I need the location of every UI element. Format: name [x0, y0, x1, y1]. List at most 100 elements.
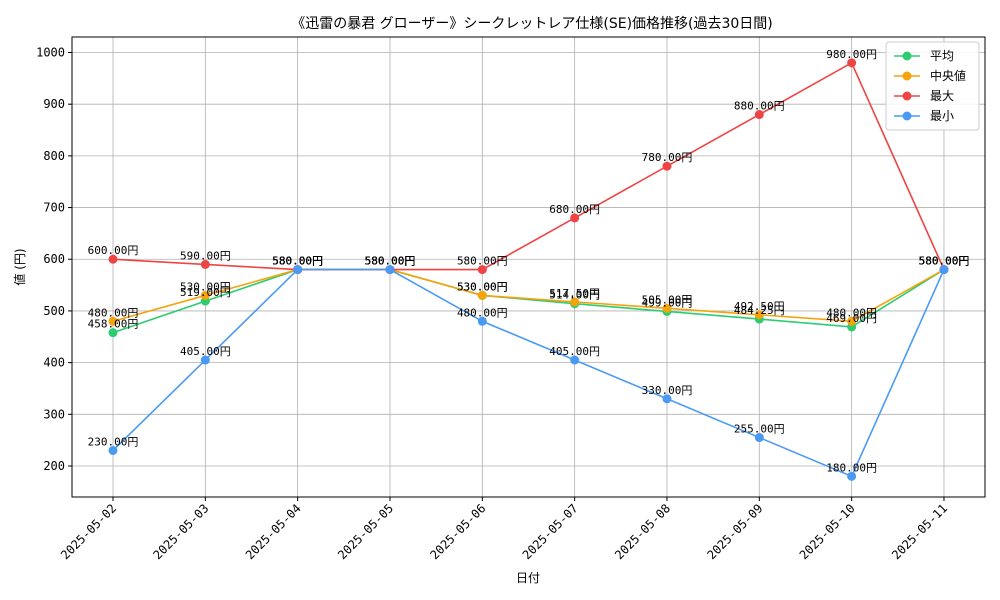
y-tick-label: 600	[43, 252, 65, 266]
data-point	[662, 303, 672, 313]
data-label: 530.00円	[457, 280, 508, 293]
y-tick-label: 800	[43, 149, 65, 163]
y-axis-title: 値 (円)	[12, 248, 27, 285]
data-label: 580.00円	[919, 255, 970, 268]
legend-label: 最大	[930, 89, 954, 103]
chart-title: 《迅雷の暴君 グローザー》シークレットレア仕様(SE)価格推移(過去30日間)	[291, 16, 773, 32]
data-point	[847, 471, 857, 481]
x-tick-label: 2025-05-02	[58, 501, 119, 562]
x-tick-label: 2025-05-10	[797, 501, 858, 562]
data-label: 530.00円	[180, 280, 231, 293]
x-tick-label: 2025-05-04	[243, 501, 304, 562]
y-tick-label: 700	[43, 201, 65, 215]
y-tick-label: 1000	[36, 46, 65, 60]
data-label: 590.00円	[180, 249, 231, 262]
legend-marker	[902, 71, 912, 81]
data-label: 330.00円	[642, 384, 693, 397]
data-label: 580.00円	[919, 255, 970, 268]
y-tick-label: 300	[43, 407, 65, 421]
data-label: 580.00円	[365, 255, 416, 268]
data-label: 580.00円	[919, 255, 970, 268]
data-label: 980.00円	[826, 48, 877, 61]
data-point	[847, 316, 857, 326]
data-point	[570, 213, 580, 223]
data-point	[754, 110, 764, 120]
legend-marker	[902, 51, 912, 61]
data-label: 880.00円	[734, 100, 785, 113]
y-tick-label: 200	[43, 459, 65, 473]
data-label: 600.00円	[88, 244, 139, 257]
data-label: 514.00円	[549, 289, 600, 302]
data-label: 405.00円	[180, 345, 231, 358]
data-point	[108, 328, 118, 338]
y-tick-label: 900	[43, 97, 65, 111]
data-label: 780.00円	[642, 151, 693, 164]
data-label: 580.00円	[365, 255, 416, 268]
data-labels: 458.00円 519.00円 580.00円 580.00円 530.00円 514.0…	[88, 48, 970, 474]
data-label: 517.50円	[549, 287, 600, 300]
x-tick-label: 2025-05-09	[704, 501, 765, 562]
data-point	[385, 265, 395, 275]
x-tick-label: 2025-05-07	[520, 501, 581, 562]
data-label: 480.00円	[826, 306, 877, 319]
data-label: 580.00円	[365, 255, 416, 268]
x-tick-label: 2025-05-11	[889, 501, 950, 562]
x-tick-label: 2025-05-06	[427, 501, 488, 562]
x-tick-label: 2025-05-08	[612, 501, 673, 562]
data-label: 480.00円	[88, 306, 139, 319]
data-point	[662, 394, 672, 404]
series-line	[112, 61, 945, 271]
data-label: 480.00円	[457, 306, 508, 319]
series-line	[112, 268, 945, 478]
data-point	[108, 254, 118, 264]
x-axis-title: 日付	[516, 571, 540, 585]
data-label: 469.00円	[826, 312, 877, 325]
x-tick-label: 2025-05-05	[335, 501, 396, 562]
plot-frame	[71, 36, 986, 498]
legend-label: 最小	[930, 109, 954, 123]
data-label: 580.00円	[919, 255, 970, 268]
y-tick-label: 500	[43, 304, 65, 318]
legend-label: 中央値	[930, 68, 966, 83]
data-label: 680.00円	[549, 203, 600, 216]
data-label: 580.00円	[365, 255, 416, 268]
series-line	[112, 268, 945, 334]
data-point	[477, 290, 487, 300]
x-tick-label: 2025-05-03	[150, 501, 211, 562]
data-label: 405.00円	[549, 345, 600, 358]
data-point	[108, 316, 118, 326]
data-label: 580.00円	[272, 255, 323, 268]
data-label: 180.00円	[826, 461, 877, 474]
data-label: 519.00円	[180, 286, 231, 299]
data-point	[847, 58, 857, 68]
y-tick-label: 400	[43, 356, 65, 370]
data-label: 484.25円	[734, 304, 785, 317]
data-label: 492.50円	[734, 300, 785, 313]
data-point	[200, 355, 210, 365]
data-label: 530.00円	[457, 280, 508, 293]
data-label: 580.00円	[272, 255, 323, 268]
data-label: 499.00円	[642, 296, 693, 309]
legend-box	[885, 41, 980, 131]
data-label: 580.00円	[272, 255, 323, 268]
data-point	[293, 265, 303, 275]
data-point	[200, 290, 210, 300]
data-point	[570, 297, 580, 307]
data-label: 255.00円	[734, 423, 785, 436]
data-point	[108, 445, 118, 455]
series-group	[108, 58, 949, 481]
data-point	[477, 265, 487, 275]
data-point	[754, 310, 764, 320]
legend-label: 平均	[930, 49, 954, 63]
data-label: 505.00円	[642, 293, 693, 306]
legend-marker	[902, 111, 912, 121]
data-point	[477, 316, 487, 326]
data-point	[939, 265, 949, 275]
data-point	[200, 259, 210, 269]
data-label: 580.00円	[457, 255, 508, 268]
data-label: 458.00円	[88, 318, 139, 331]
data-point	[662, 161, 672, 171]
legend-marker	[902, 91, 912, 101]
